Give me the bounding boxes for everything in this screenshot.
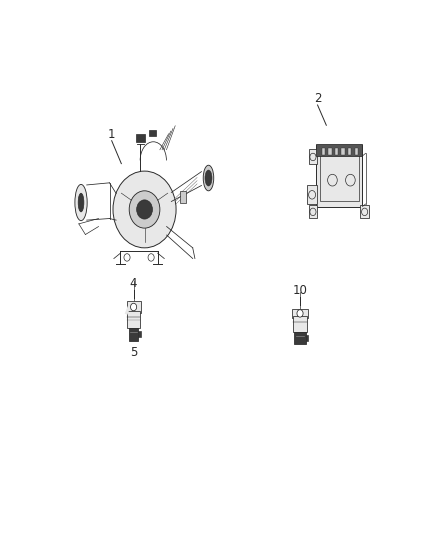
Bar xyxy=(127,311,140,328)
Text: 2: 2 xyxy=(314,92,321,105)
Bar xyxy=(354,148,358,155)
Bar xyxy=(127,301,141,313)
Bar xyxy=(180,191,186,203)
Circle shape xyxy=(137,200,152,219)
Bar xyxy=(294,332,306,344)
Bar xyxy=(138,331,141,337)
Bar xyxy=(335,148,339,155)
Bar xyxy=(306,335,308,341)
Bar xyxy=(321,148,325,155)
Bar xyxy=(307,185,317,204)
Text: 5: 5 xyxy=(130,346,137,359)
Circle shape xyxy=(129,191,160,228)
Ellipse shape xyxy=(203,165,214,191)
Text: 4: 4 xyxy=(130,277,138,290)
Ellipse shape xyxy=(75,184,87,221)
Ellipse shape xyxy=(205,170,212,186)
Bar xyxy=(360,205,369,219)
Text: 1: 1 xyxy=(108,128,116,141)
Bar xyxy=(136,134,145,142)
Bar xyxy=(293,316,307,332)
Bar xyxy=(292,309,308,318)
Circle shape xyxy=(297,310,303,317)
Bar xyxy=(320,150,359,201)
Bar xyxy=(342,148,345,155)
Bar xyxy=(328,148,332,155)
Ellipse shape xyxy=(78,193,84,212)
Bar xyxy=(316,145,363,206)
Circle shape xyxy=(113,171,176,248)
Text: 10: 10 xyxy=(293,284,307,297)
Bar xyxy=(308,149,317,164)
Bar xyxy=(149,130,156,136)
Bar xyxy=(316,144,363,156)
Bar xyxy=(348,148,351,155)
Bar xyxy=(308,205,317,219)
Circle shape xyxy=(131,303,137,311)
Bar xyxy=(129,328,138,341)
